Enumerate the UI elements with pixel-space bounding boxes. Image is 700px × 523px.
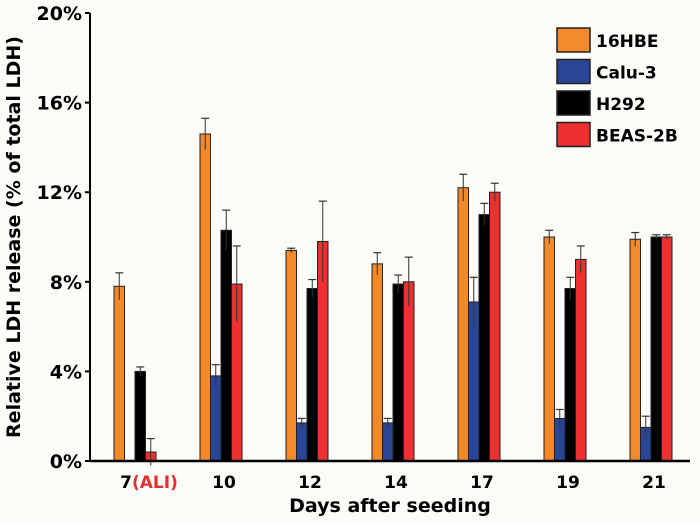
x-tick-label: 19 [556,473,580,493]
legend-swatch [556,27,591,53]
x-tick-label: 21 [642,473,666,493]
bar-h292 [392,283,404,462]
bar-calu-3 [382,422,394,462]
x-tick-label: 17 [470,473,494,493]
y-tick-label: 20% [37,3,82,25]
y-tick-label: 8% [50,272,82,294]
y-tick-label: 4% [50,361,82,383]
y-axis-label: Relative LDH release (% of total LDH) [3,36,25,438]
bar-16hbe [543,236,555,462]
x-tick-label: 12 [298,473,322,493]
bar-16hbe [457,187,469,462]
y-tick-label: 16% [37,93,82,115]
y-tick-label: 0% [50,451,82,473]
bar-16hbe [113,285,125,462]
bar-beas-2b [489,191,501,462]
bar-16hbe [285,249,297,462]
bar-beas-2b [575,258,587,462]
x-tick-label: 7(ALI) [120,473,178,493]
legend-label: 16HBE [596,32,658,52]
bar-16hbe [629,238,641,462]
legend-label: H292 [596,95,646,115]
legend-swatch [556,121,591,148]
x-tick-label: 10 [212,473,236,493]
legend-swatch [556,58,591,85]
bar-calu-3 [296,422,308,462]
bar-16hbe [199,133,211,462]
bar-h292 [650,236,662,462]
bar-h292 [564,288,576,462]
ali-annotation: (ALI) [132,473,178,493]
legend-label: Calu-3 [596,64,657,84]
bar-beas-2b [661,236,673,462]
legend-label: BEAS-2B [596,127,678,147]
bar-16hbe [371,263,383,462]
bar-h292 [478,214,490,462]
x-tick-label: 14 [384,473,408,493]
x-axis-label: Days after seeding [289,495,491,517]
bar-beas-2b [403,281,415,462]
y-tick-label: 12% [37,182,82,204]
bar-h292 [220,229,232,462]
legend-swatch [556,90,591,116]
bar-calu-3 [210,375,222,462]
bar-h292 [306,288,318,462]
bar-h292 [134,370,146,462]
